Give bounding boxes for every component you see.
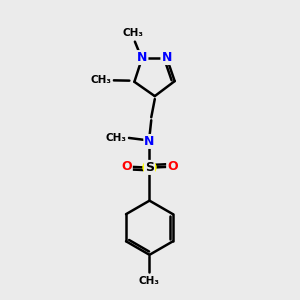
Text: CH₃: CH₃ bbox=[123, 28, 144, 38]
Text: CH₃: CH₃ bbox=[106, 133, 127, 143]
Text: O: O bbox=[167, 160, 178, 173]
Text: O: O bbox=[121, 160, 132, 173]
Text: CH₃: CH₃ bbox=[91, 75, 112, 85]
Text: N: N bbox=[144, 135, 155, 148]
Text: N: N bbox=[161, 51, 172, 64]
Text: S: S bbox=[145, 161, 154, 174]
Text: N: N bbox=[137, 51, 147, 64]
Text: CH₃: CH₃ bbox=[139, 276, 160, 286]
Circle shape bbox=[143, 161, 156, 174]
